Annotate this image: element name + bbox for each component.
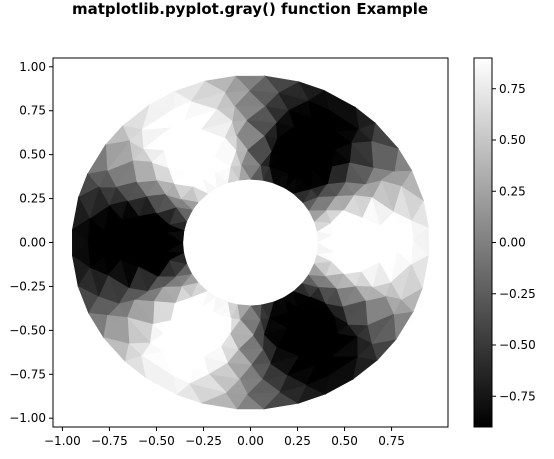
x-tick-label: −0.25 [185,434,222,448]
chart-title: matplotlib.pyplot.gray() function Exampl… [71,0,429,18]
colorbar-axis: 0.75 0.50 0.25 0.00 −0.25 −0.50 −0.75 [492,82,536,403]
tripcolor-mesh [71,75,430,410]
colorbar-tick-label: 0.00 [499,236,526,250]
y-tick-label: 0.50 [19,148,46,162]
y-tick-label: −1.00 [9,411,46,425]
x-tick-label: 0.25 [284,434,311,448]
mesh-triangle [412,226,430,256]
mesh-triangle [86,143,108,175]
colorbar-tick-label: 0.50 [499,133,526,147]
x-tick-label: 0.75 [378,434,405,448]
x-tick-label: 0.50 [331,434,358,448]
y-tick-label: 0.00 [19,236,46,250]
y-axis: 1.00 0.75 0.50 0.25 0.00 −0.25 −0.50 −0.75 −1.00 [9,60,53,425]
x-tick-label: −1.00 [44,434,81,448]
mesh-triangle [323,89,357,110]
x-tick-label: −0.50 [138,434,175,448]
colorbar-tick-label: 0.25 [499,184,526,198]
colorbar-tick-label: −0.75 [499,389,536,403]
y-tick-label: 0.25 [19,192,46,206]
y-tick-label: 0.75 [19,104,46,118]
colorbar-tick-label: −0.50 [499,338,536,352]
y-tick-label: −0.50 [9,323,46,337]
y-tick-label: −0.75 [9,367,46,381]
colorbar-tick-label: −0.25 [499,287,536,301]
x-axis: −1.00 −0.75 −0.50 −0.25 0.00 0.25 0.50 0.75 [44,427,405,448]
mesh-triangle [145,376,178,396]
colorbar-tick-label: 0.75 [499,82,526,96]
x-tick-label: −0.75 [91,434,128,448]
y-tick-label: 1.00 [19,60,46,74]
colorbar [473,57,493,428]
y-tick-label: −0.25 [9,279,46,293]
x-tick-label: 0.00 [237,434,264,448]
mesh-triangle [393,311,414,341]
